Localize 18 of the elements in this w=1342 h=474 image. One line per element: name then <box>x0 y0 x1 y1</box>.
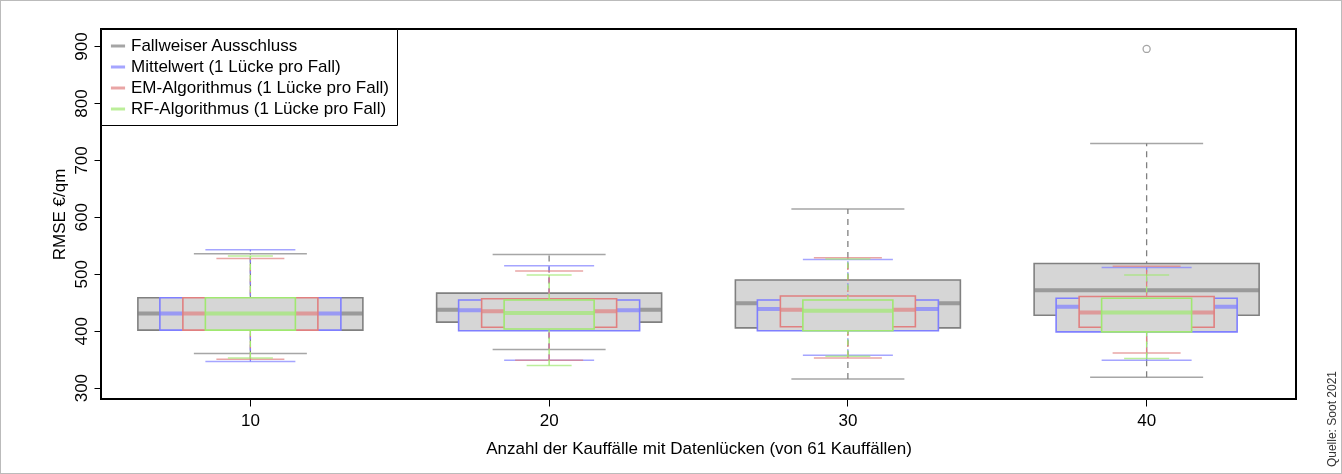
legend-label: Mittelwert (1 Lücke pro Fall) <box>131 57 341 76</box>
y-tick-label: 700 <box>71 146 91 175</box>
y-axis-title: RMSE €/qm <box>49 168 69 261</box>
y-tick-label: 400 <box>71 317 91 346</box>
legend-label: EM-Algorithmus (1 Lücke pro Fall) <box>131 78 389 97</box>
legend-label: RF-Algorithmus (1 Lücke pro Fall) <box>131 99 387 118</box>
x-tick-label: 40 <box>1137 410 1157 430</box>
x-tick-label: 30 <box>838 410 858 430</box>
y-tick-label: 900 <box>71 32 91 61</box>
legend-label: Fallweiser Ausschluss <box>131 36 298 55</box>
y-tick-label: 800 <box>71 89 91 118</box>
y-tick-label: 600 <box>71 203 91 232</box>
y-tick-label: 300 <box>71 373 91 403</box>
x-axis-title: Anzahl der Kauffälle mit Datenlücken (von 61 Kauffällen) <box>486 438 912 458</box>
source-note: Quelle: Soot 2021 <box>1325 370 1339 467</box>
y-tick-label: 500 <box>71 260 91 289</box>
x-tick-label: 10 <box>240 410 260 430</box>
x-tick-label: 20 <box>539 410 559 430</box>
